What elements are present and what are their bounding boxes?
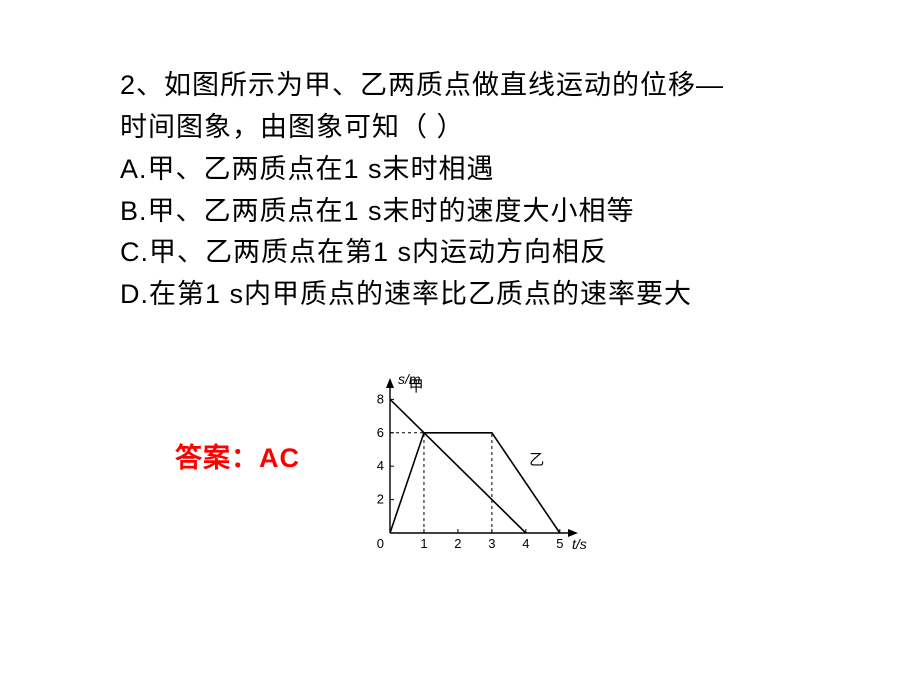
lower-row: 答案：AC 1234524680s/mt/s甲乙 [120,371,820,561]
question-stem-line2: 时间图象，由图象可知（ ） [120,107,820,149]
option-d: D.在第1 s内甲质点的速率比乙质点的速率要大 [120,274,820,316]
svg-text:1: 1 [420,536,427,551]
svg-text:4: 4 [522,536,529,551]
slide-content: 2、如图所示为甲、乙两质点做直线运动的位移— 时间图象，由图象可知（ ） A.甲… [0,0,920,561]
answer-label: 答案：AC [175,436,300,475]
option-c: C.甲、乙两质点在第1 s内运动方向相反 [120,232,820,274]
option-b: B.甲、乙两质点在1 s末时的速度大小相等 [120,191,820,233]
svg-text:4: 4 [377,458,384,473]
question-stem-line1: 2、如图所示为甲、乙两质点做直线运动的位移— [120,65,820,107]
option-a: A.甲、乙两质点在1 s末时相遇 [120,149,820,191]
svg-text:5: 5 [556,536,563,551]
svg-text:甲: 甲 [409,378,424,395]
svg-text:8: 8 [377,391,384,406]
svg-text:t/s: t/s [572,536,587,552]
svg-text:3: 3 [488,536,495,551]
chart-svg: 1234524680s/mt/s甲乙 [355,371,595,561]
svg-text:2: 2 [377,492,384,507]
displacement-time-chart: 1234524680s/mt/s甲乙 [355,371,595,561]
svg-text:6: 6 [377,425,384,440]
svg-text:0: 0 [377,536,384,551]
svg-text:乙: 乙 [529,452,544,469]
svg-text:2: 2 [454,536,461,551]
